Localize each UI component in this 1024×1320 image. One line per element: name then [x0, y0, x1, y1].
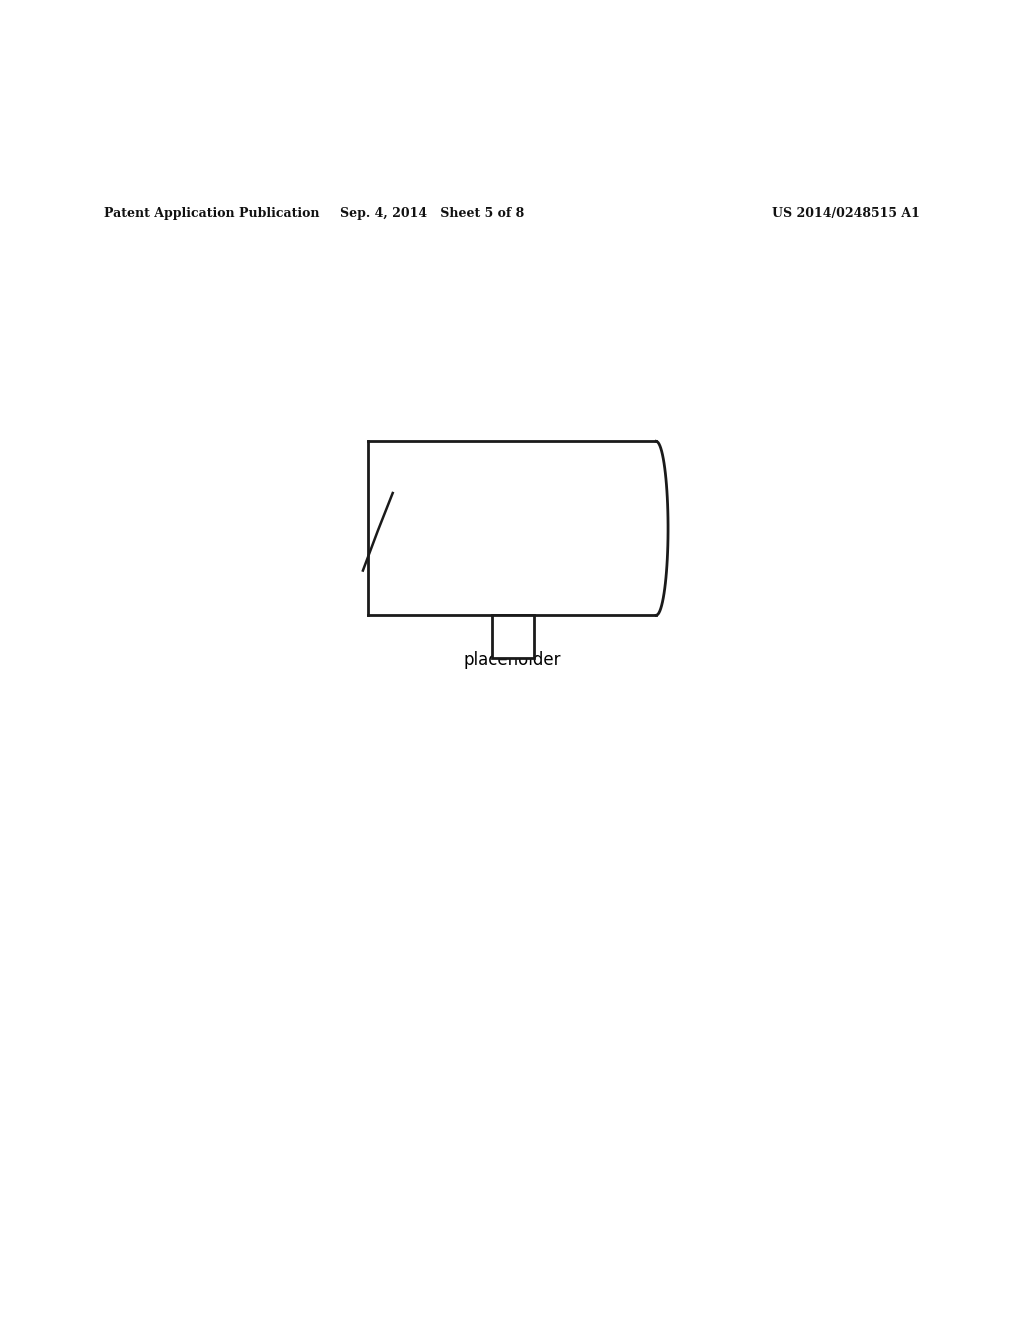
- Bar: [493, 615, 534, 657]
- Text: Patent Application Publication: Patent Application Publication: [104, 207, 319, 219]
- Text: placeholder: placeholder: [463, 651, 561, 669]
- Polygon shape: [368, 441, 668, 615]
- Text: US 2014/0248515 A1: US 2014/0248515 A1: [772, 207, 920, 219]
- Text: Sep. 4, 2014   Sheet 5 of 8: Sep. 4, 2014 Sheet 5 of 8: [340, 207, 524, 219]
